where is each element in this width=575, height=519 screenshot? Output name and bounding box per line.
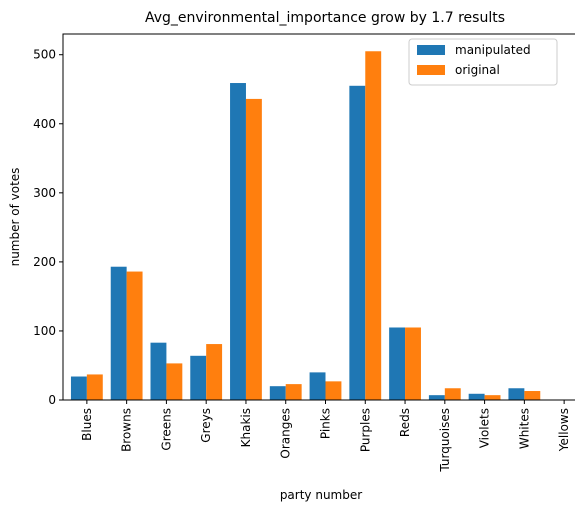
bar-original-greys	[206, 344, 223, 400]
x-axis-ticks: Blues Browns Greens Greys Khakis Oranges Pinks…	[80, 400, 571, 473]
legend-label-manipulated: manipulated	[455, 43, 531, 57]
x-tick-label-reds: Reds	[398, 408, 412, 437]
plot-area: 0 100 200 300 400 500 Blues Browns Greens Greys K…	[33, 33, 575, 473]
bar-original-purples	[365, 51, 382, 400]
x-axis-label: party number	[280, 488, 362, 502]
y-tick-label: 500	[33, 48, 56, 62]
x-tick-label-purples: Purples	[358, 408, 372, 452]
x-tick-label-whites: Whites	[517, 408, 531, 449]
x-tick-label-turquoises: Turquoises	[438, 408, 452, 473]
bar-original-whites	[524, 391, 541, 400]
bar-original-pinks	[325, 381, 342, 400]
bar-original-khakis	[245, 98, 262, 400]
bar-original-violets	[484, 395, 501, 400]
legend: manipulated original	[408, 38, 558, 86]
y-tick-label: 0	[48, 393, 56, 407]
x-tick-label-greys: Greys	[199, 408, 213, 443]
plot-frame	[62, 33, 575, 401]
bar-original-blues	[86, 374, 103, 400]
x-tick-label-greens: Greens	[159, 408, 173, 451]
bar-manipulated-greys	[190, 355, 207, 400]
bar-manipulated-purples	[349, 85, 366, 400]
legend-label-original: original	[455, 63, 500, 77]
y-tick-label: 300	[33, 186, 56, 200]
bar-manipulated-pinks	[309, 372, 326, 400]
bar-original-oranges	[285, 384, 302, 400]
bars-group	[70, 51, 541, 400]
x-tick-label-browns: Browns	[120, 408, 134, 452]
bar-manipulated-violets	[468, 393, 485, 400]
bar-manipulated-browns	[110, 266, 127, 400]
y-axis-label: number of votes	[8, 168, 22, 267]
x-tick-label-blues: Blues	[80, 408, 94, 441]
bar-manipulated-whites	[508, 388, 525, 400]
bar-original-greens	[166, 363, 183, 400]
x-tick-label-violets: Violets	[478, 408, 492, 448]
bar-manipulated-khakis	[230, 83, 246, 400]
x-tick-label-khakis: Khakis	[239, 408, 253, 447]
legend-box	[408, 38, 558, 86]
bar-original-turquoises	[444, 388, 461, 400]
y-tick-label: 400	[33, 117, 56, 131]
bar-original-reds	[405, 327, 421, 400]
bar-manipulated-greens	[150, 342, 167, 400]
bar-manipulated-reds	[389, 327, 406, 400]
x-tick-label-oranges: Oranges	[279, 408, 293, 459]
legend-swatch-original	[417, 65, 445, 75]
legend-swatch-manipulated	[417, 45, 445, 55]
x-tick-label-pinks: Pinks	[319, 408, 333, 439]
y-tick-label: 200	[33, 255, 56, 269]
y-axis-ticks: 0 100 200 300 400 500	[33, 48, 63, 407]
x-tick-label-yellows: Yellows	[557, 408, 571, 452]
bar-manipulated-turquoises	[428, 395, 445, 400]
bar-manipulated-oranges	[269, 386, 286, 400]
bar-manipulated-blues	[70, 376, 87, 400]
bar-original-browns	[126, 271, 143, 400]
chart-title: Avg_environmental_importance grow by 1.7…	[145, 10, 505, 26]
y-tick-label: 100	[33, 324, 56, 338]
